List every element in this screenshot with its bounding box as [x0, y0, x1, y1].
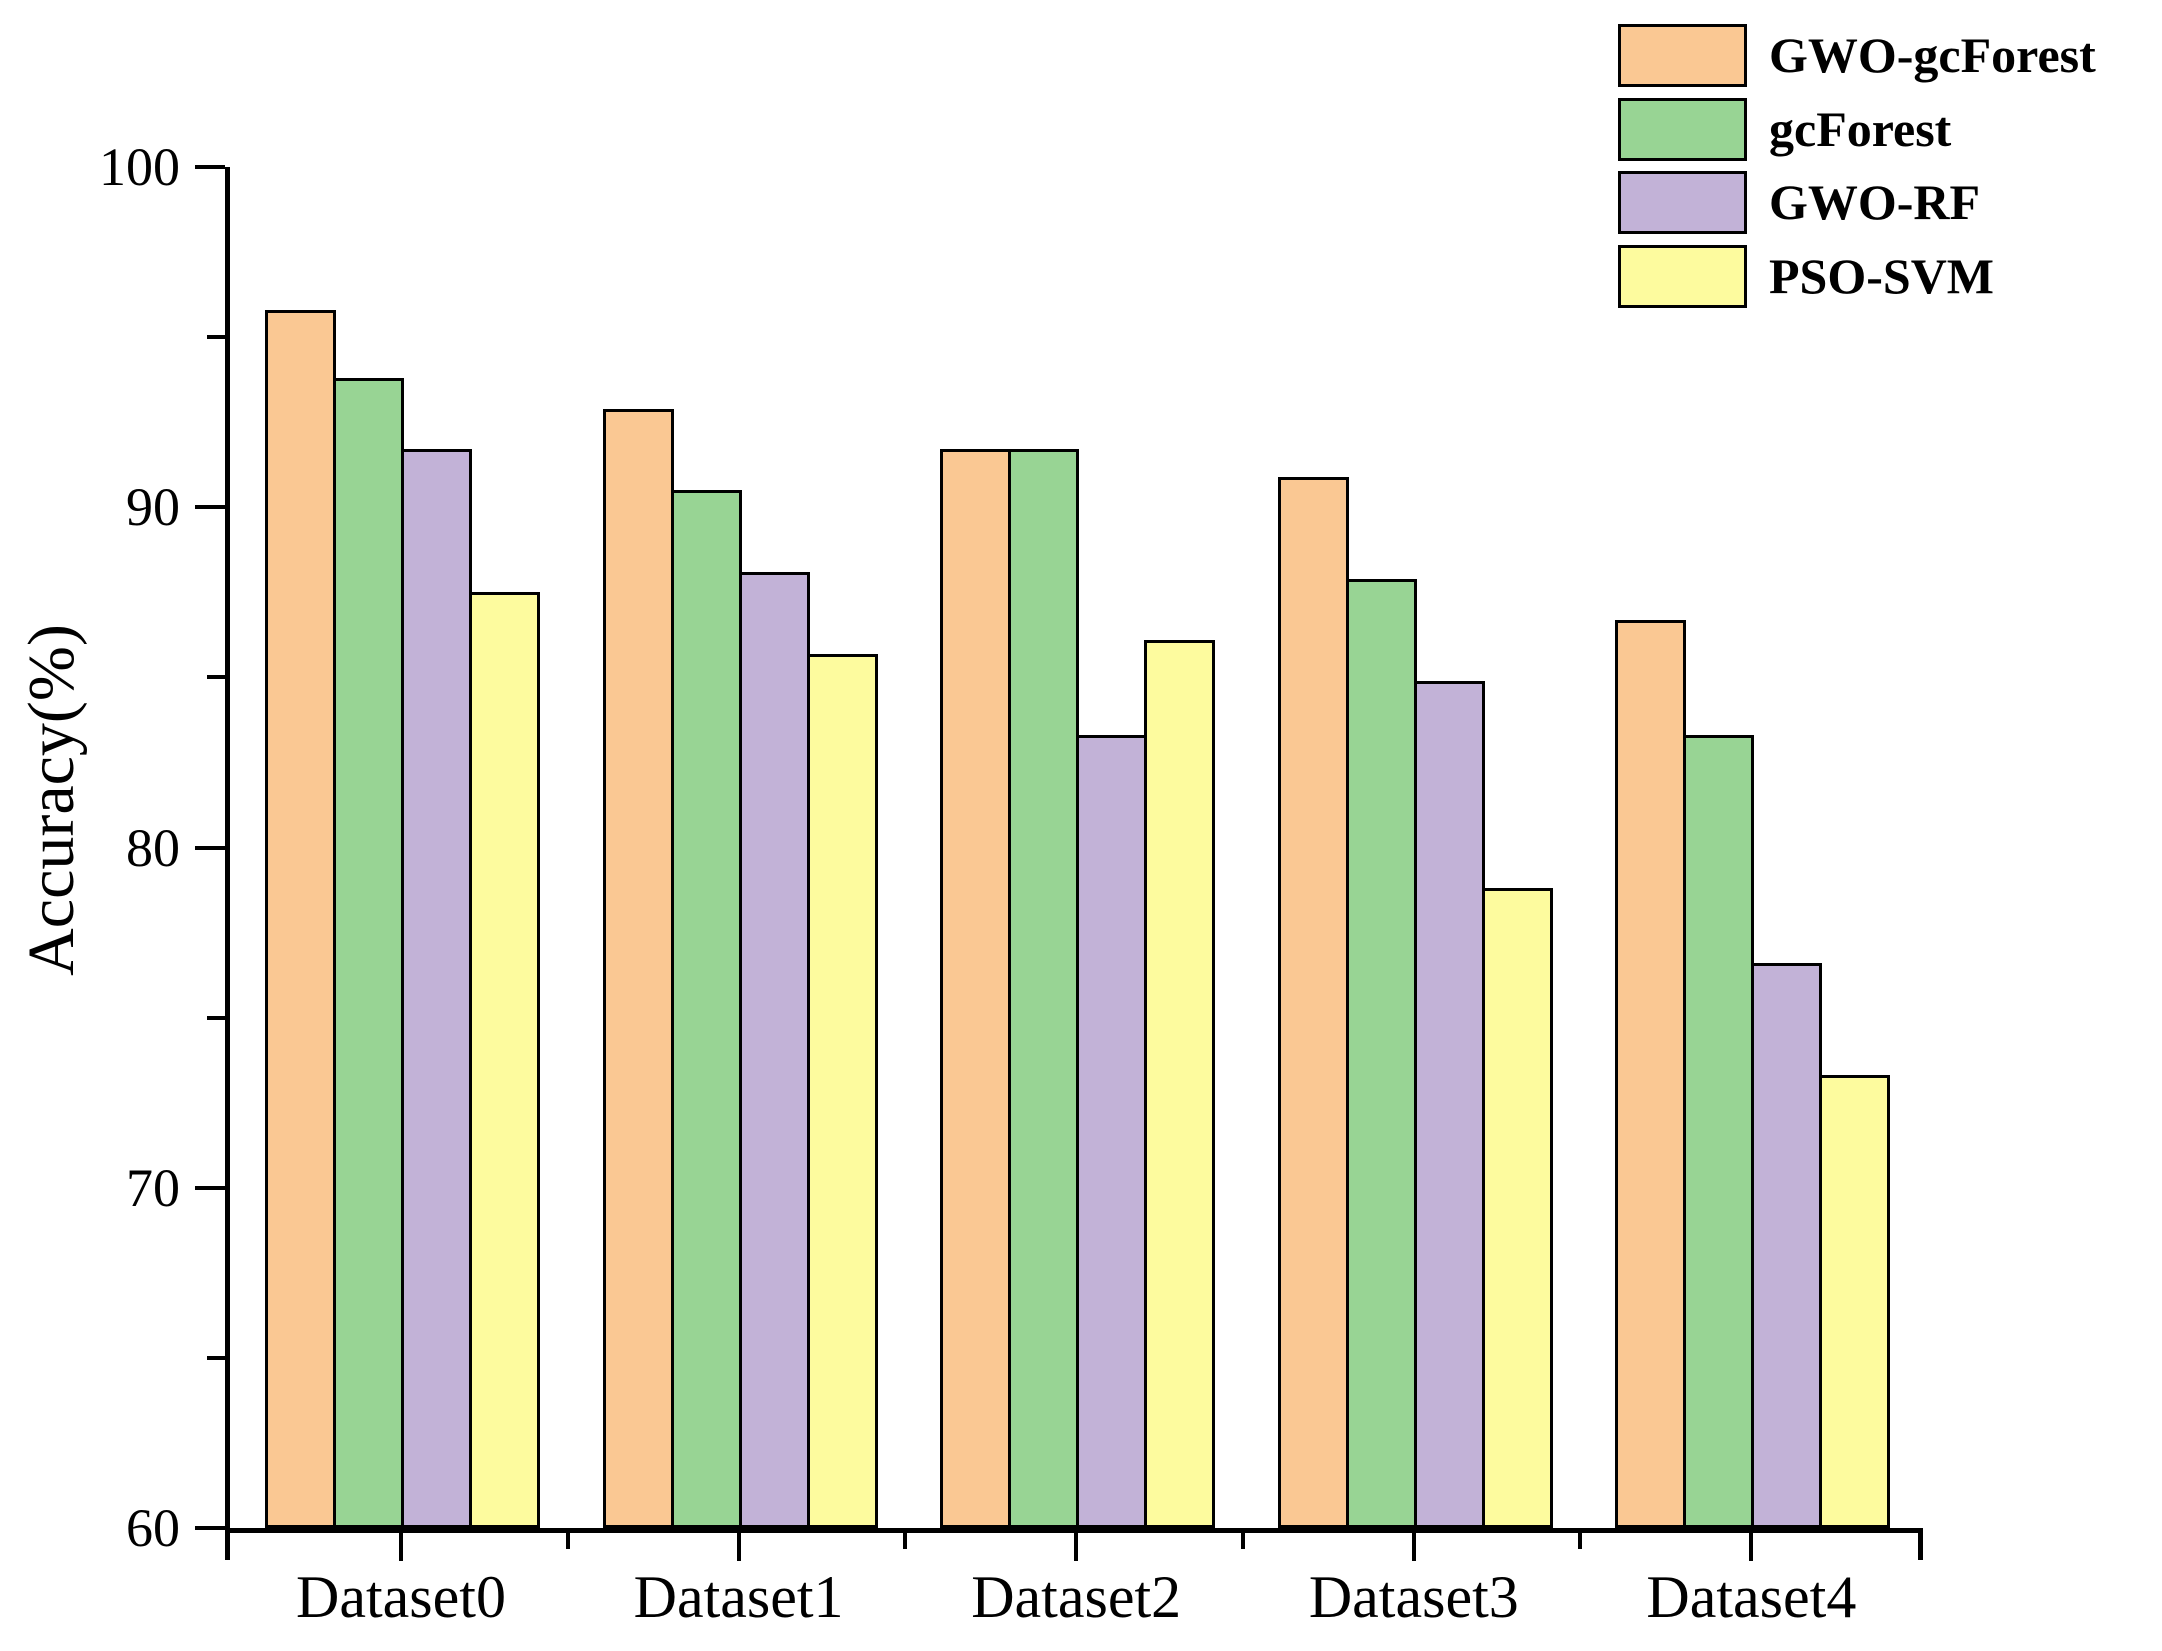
- bar-GWO-gcForest-Dataset3: [1277, 477, 1349, 1528]
- x-tick-minor: [565, 1533, 570, 1549]
- bar-GWO-gcForest-Dataset4: [1615, 620, 1687, 1528]
- legend-row-GWO-RF: GWO-RF: [1618, 171, 1980, 234]
- legend-swatch-PSO-SVM: [1618, 245, 1747, 308]
- legend-row-GWO-gcForest: GWO-gcForest: [1618, 24, 2096, 87]
- legend-row-gcForest: gcForest: [1618, 98, 1951, 161]
- legend-label-PSO-SVM: PSO-SVM: [1769, 248, 1994, 304]
- bar-GWO-RF-Dataset3: [1413, 681, 1485, 1528]
- y-axis-title: Accuracy(%): [15, 624, 88, 976]
- bar-GWO-RF-Dataset4: [1751, 963, 1823, 1528]
- y-tick-minor: [207, 1015, 225, 1020]
- y-tick-label: 60: [126, 1498, 180, 1558]
- legend-swatch-GWO-gcForest: [1618, 24, 1747, 87]
- y-tick-major: [195, 1185, 225, 1190]
- x-tick-major: [1749, 1533, 1754, 1561]
- y-tick-minor: [207, 335, 225, 340]
- bar-GWO-gcForest-Dataset0: [265, 310, 336, 1528]
- x-tick-minor: [1578, 1533, 1583, 1549]
- y-tick-minor: [207, 675, 225, 680]
- legend-swatch-GWO-RF: [1618, 171, 1747, 234]
- bar-gcForest-Dataset4: [1683, 735, 1755, 1528]
- bar-PSO-SVM-Dataset2: [1144, 640, 1216, 1528]
- legend-row-PSO-SVM: PSO-SVM: [1618, 245, 1994, 308]
- y-tick-major: [195, 165, 225, 169]
- bar-GWO-RF-Dataset0: [401, 449, 472, 1528]
- x-category-label: Dataset0: [296, 1564, 506, 1630]
- legend-swatch-gcForest: [1618, 98, 1747, 161]
- bar-GWO-gcForest-Dataset2: [940, 449, 1012, 1528]
- legend-label-GWO-gcForest: GWO-gcForest: [1769, 27, 2096, 83]
- bar-GWO-RF-Dataset2: [1076, 735, 1148, 1528]
- bar-PSO-SVM-Dataset4: [1819, 1075, 1891, 1528]
- x-tick-major: [1074, 1533, 1079, 1561]
- x-tick-major: [1411, 1533, 1416, 1561]
- x-tick-major: [399, 1533, 403, 1561]
- x-category-label: Dataset1: [633, 1564, 844, 1630]
- y-tick-major: [195, 1526, 225, 1530]
- plot-area: 100 90 80 70 60 Dataset0 Dataset1 Dataset2 Datas…: [99, 137, 1923, 1629]
- x-category-label: Dataset4: [1646, 1564, 1857, 1630]
- y-tick-major: [195, 845, 225, 850]
- y-tick-major: [195, 505, 225, 510]
- x-category-label: Dataset2: [971, 1564, 1182, 1630]
- bar-GWO-RF-Dataset1: [738, 572, 810, 1528]
- bar-gcForest-Dataset0: [333, 378, 404, 1528]
- x-tick-minor: [1240, 1533, 1245, 1549]
- x-tick-minor: [903, 1533, 908, 1549]
- y-tick-label: 100: [99, 137, 180, 197]
- y-tick-label: 80: [126, 817, 180, 878]
- x-axis-right-end-tick: [1918, 1528, 1923, 1560]
- y-tick-minor: [207, 1355, 225, 1360]
- bar-PSO-SVM-Dataset1: [806, 654, 878, 1528]
- bar-PSO-SVM-Dataset3: [1481, 888, 1553, 1528]
- y-tick-label: 70: [126, 1157, 180, 1218]
- bar-GWO-gcForest-Dataset1: [602, 409, 674, 1528]
- bar-PSO-SVM-Dataset0: [469, 592, 540, 1528]
- bar-gcForest-Dataset2: [1008, 449, 1080, 1528]
- bar-gcForest-Dataset1: [670, 490, 742, 1528]
- legend-label-GWO-RF: GWO-RF: [1769, 174, 1981, 230]
- y-tick-label: 90: [126, 477, 180, 538]
- x-category-label: Dataset3: [1308, 1564, 1519, 1630]
- x-axis-left-end-tick: [225, 1528, 230, 1560]
- x-tick-major: [736, 1533, 741, 1561]
- legend-label-gcForest: gcForest: [1769, 101, 1952, 157]
- bar-gcForest-Dataset3: [1345, 579, 1417, 1528]
